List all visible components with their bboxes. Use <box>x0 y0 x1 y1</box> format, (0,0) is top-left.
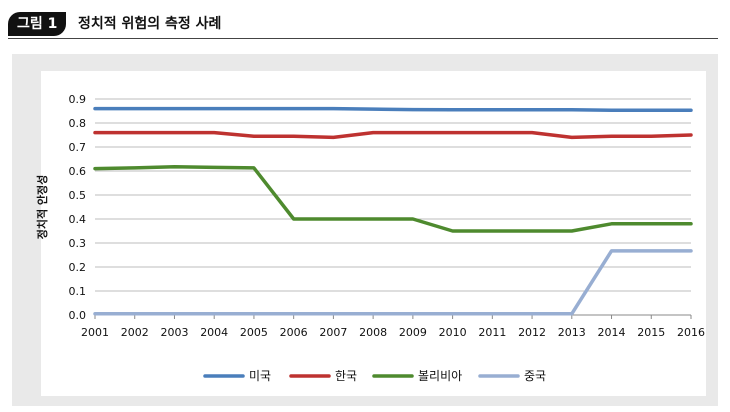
legend-label: 중국 <box>524 369 546 383</box>
series-line-3 <box>93 164 693 233</box>
x-tick-label: 2001 <box>81 326 109 339</box>
series-line-1 <box>93 106 693 113</box>
x-tick-label: 2008 <box>359 326 387 339</box>
legend-label: 미국 <box>249 369 271 383</box>
x-tick-label: 2003 <box>160 326 188 339</box>
y-tick-label: 0.0 <box>69 309 87 322</box>
y-tick-label: 0.9 <box>69 93 87 106</box>
x-tick-label: 2010 <box>439 326 467 339</box>
x-tick-label: 2015 <box>637 326 665 339</box>
chart-panel: 0.0 0.1 0.2 0.3 0.4 0.5 0.6 0.7 0.8 0.9 2001 2002 2… <box>12 54 718 406</box>
figure-number-badge: 그림 1 <box>8 12 67 36</box>
x-tick-label: 2004 <box>200 326 228 339</box>
x-tick-label: 2002 <box>121 326 149 339</box>
y-tick-label: 0.7 <box>69 141 87 154</box>
x-tick-label: 2014 <box>598 326 626 339</box>
x-axis-ticks: 2001 2002 2003 2004 2005 2006 2007 2008 2009 2010… <box>81 315 705 339</box>
figure-title: 정치적 위험의 측정 사례 <box>78 16 222 32</box>
header-divider <box>8 38 718 39</box>
x-tick-label: 2011 <box>478 326 506 339</box>
y-tick-label: 0.5 <box>69 189 87 202</box>
y-tick-label: 0.8 <box>69 117 87 130</box>
y-tick-label: 0.3 <box>69 237 87 250</box>
x-tick-label: 2005 <box>240 326 268 339</box>
gridlines <box>95 98 691 316</box>
x-tick-label: 2009 <box>399 326 427 339</box>
series-lines <box>93 106 693 316</box>
x-tick-label: 2006 <box>280 326 308 339</box>
series-line-2 <box>93 130 693 140</box>
y-tick-label: 0.1 <box>69 285 87 298</box>
x-tick-label: 2012 <box>518 326 546 339</box>
y-tick-label: 0.2 <box>69 261 87 274</box>
legend-label: 한국 <box>335 369 357 383</box>
series-line-4 <box>93 249 693 316</box>
y-axis-ticks: 0.0 0.1 0.2 0.3 0.4 0.5 0.6 0.7 0.8 0.9 <box>69 93 87 322</box>
figure-header: 그림 1 정치적 위험의 측정 사례 <box>0 0 730 40</box>
y-tick-label: 0.6 <box>69 165 87 178</box>
x-tick-label: 2013 <box>558 326 586 339</box>
legend-label: 볼리비아 <box>418 369 462 383</box>
y-tick-label: 0.4 <box>69 213 87 226</box>
y-axis-label: 정치적 안정성 <box>35 175 49 240</box>
chart-area-background <box>41 71 706 396</box>
x-tick-label: 2007 <box>319 326 347 339</box>
legend: 미국 한국 볼리비아 중국 <box>203 369 546 383</box>
x-tick-label: 2016 <box>677 326 705 339</box>
line-chart: 0.00.10.20.30.40.50.60.70.80.9 2001 2002 2… <box>35 93 705 383</box>
